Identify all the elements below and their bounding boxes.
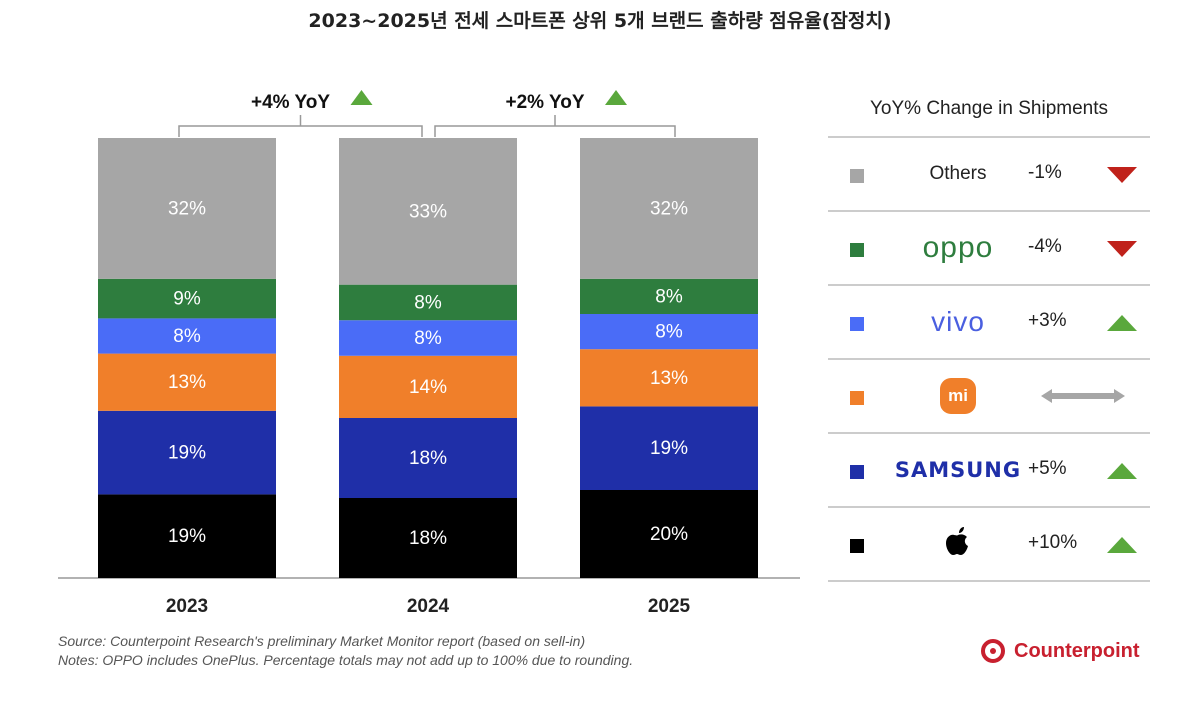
bar-segment-oppo-2023 [98, 278, 276, 319]
bar-segment-others-2023 [98, 138, 276, 279]
up-triangle-icon [605, 90, 627, 105]
legend-swatch [850, 391, 864, 405]
up-triangle-icon [1107, 537, 1137, 553]
data-label: 18% [409, 528, 447, 549]
legend-row: vivo +3% [828, 286, 1150, 360]
legend: YoY% Change in Shipments Others -1% oppo… [828, 88, 1150, 582]
legend-swatch [850, 539, 864, 553]
yoy-bracket [434, 115, 676, 137]
legend-row: oppo -4% [828, 212, 1150, 286]
bar-segment-apple-2023 [98, 494, 276, 578]
bar-segment-xiaomi-2025 [580, 349, 758, 407]
data-label: 19% [650, 438, 688, 459]
up-triangle-icon [350, 90, 373, 105]
yoy-label: +4% YoY [251, 92, 330, 113]
brand-name: Others [929, 163, 987, 184]
bar-segment-samsung-2025 [580, 406, 758, 490]
data-label: 8% [173, 326, 201, 347]
footnotes: Source: Counterpoint Research's prelimin… [58, 632, 633, 670]
brand-cell: SAMSUNG [888, 434, 1028, 506]
data-label: 13% [168, 372, 206, 393]
legend-swatch [850, 243, 864, 257]
bar-segment-samsung-2023 [98, 410, 276, 495]
data-label: 8% [414, 328, 442, 349]
legend-row: +10% [828, 508, 1150, 582]
legend-row: Others -1% [828, 138, 1150, 212]
legend-row: mi [828, 360, 1150, 434]
samsung-logo: SAMSUNG [894, 458, 1022, 482]
yoy-change: +10% [1028, 532, 1078, 553]
source-note: Source: Counterpoint Research's prelimin… [58, 633, 586, 649]
data-label: 9% [173, 289, 201, 310]
legend-swatch [850, 169, 864, 183]
brand-cell [888, 508, 1028, 580]
data-label: 32% [168, 198, 206, 219]
bar-segment-oppo-2024 [339, 284, 517, 321]
bar-segment-oppo-2025 [580, 278, 758, 314]
double-arrow-icon [1041, 389, 1125, 403]
data-label: 33% [409, 201, 447, 222]
legend-swatch [850, 465, 864, 479]
bar-segment-vivo-2023 [98, 318, 276, 354]
data-label: 18% [409, 448, 447, 469]
x-tick-label: 2023 [166, 596, 208, 617]
brand-cell: mi [888, 360, 1028, 432]
bar-segment-xiaomi-2024 [339, 355, 517, 418]
stacked-bar-chart: 19% 19% 13% 8% 9% 32% 2023 18% 18% 14% 8% 8% 33% 2024… [58, 90, 800, 617]
down-triangle-icon [1107, 241, 1137, 257]
up-triangle-icon [1107, 463, 1137, 479]
data-label: 19% [168, 443, 206, 464]
bar-segment-xiaomi-2023 [98, 353, 276, 411]
data-label: 14% [409, 377, 447, 398]
x-tick-label: 2025 [648, 596, 691, 617]
legend-swatch [850, 317, 864, 331]
bar-segment-apple-2025 [580, 490, 758, 578]
data-label: 20% [650, 524, 688, 545]
brand-cell: oppo [888, 212, 1028, 284]
data-label: 19% [168, 526, 206, 547]
yoy-change: +3% [1028, 310, 1067, 331]
yoy-label: +2% YoY [505, 92, 584, 113]
counterpoint-icon [981, 639, 1005, 663]
data-label: 13% [650, 368, 688, 389]
yoy-bracket [178, 115, 423, 137]
apple-logo [946, 527, 968, 555]
down-triangle-icon [1107, 167, 1137, 183]
xiaomi-logo: mi [940, 378, 976, 414]
notes-note: Notes: OPPO includes OnePlus. Percentage… [58, 652, 634, 668]
bar-segment-vivo-2024 [339, 320, 517, 356]
oppo-logo: oppo [922, 231, 994, 264]
counterpoint-wordmark: Counterpoint [1014, 639, 1140, 662]
bar-segment-others-2025 [580, 138, 758, 279]
brand-cell: vivo [888, 286, 1028, 358]
legend-title: YoY% Change in Shipments [828, 88, 1150, 138]
bar-segment-vivo-2025 [580, 314, 758, 350]
x-tick-label: 2024 [407, 596, 450, 617]
legend-row: SAMSUNG +5% [828, 434, 1150, 508]
yoy-change: -1% [1028, 162, 1062, 183]
counterpoint-logo: Counterpoint [980, 638, 1140, 664]
data-label: 8% [414, 292, 442, 313]
yoy-change: +5% [1028, 458, 1067, 479]
chart-title: 2023~2025년 전세 스마트폰 상위 5개 브랜드 출하량 점유율(잠정치… [308, 10, 892, 32]
bar-segment-others-2024 [339, 138, 517, 285]
data-label: 8% [655, 286, 683, 307]
yoy-change: -4% [1028, 236, 1062, 257]
data-label: 32% [650, 198, 688, 219]
bar-segment-apple-2024 [339, 498, 517, 578]
up-triangle-icon [1107, 315, 1137, 331]
vivo-logo: vivo [931, 306, 985, 337]
brand-cell: Others [888, 138, 1028, 210]
bar-segment-samsung-2024 [339, 418, 517, 498]
data-label: 8% [655, 322, 683, 343]
